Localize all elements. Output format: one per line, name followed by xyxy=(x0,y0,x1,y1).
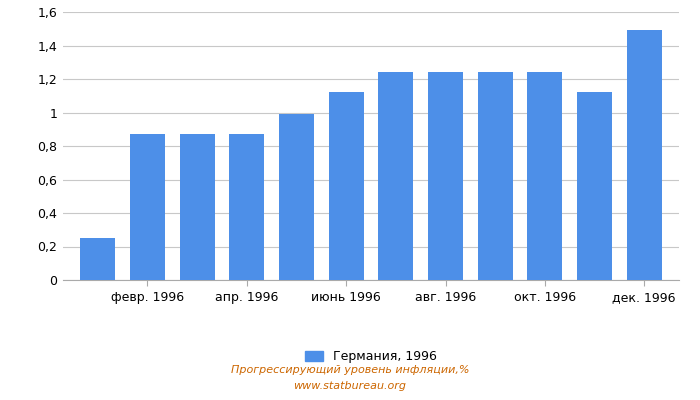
Bar xyxy=(528,72,562,280)
Legend: Германия, 1996: Германия, 1996 xyxy=(300,345,442,368)
Bar xyxy=(80,238,116,280)
Bar xyxy=(180,134,214,280)
Bar xyxy=(230,134,264,280)
Bar xyxy=(329,92,363,280)
Bar xyxy=(130,134,164,280)
Bar xyxy=(279,114,314,280)
Bar xyxy=(428,72,463,280)
Bar xyxy=(578,92,612,280)
Text: www.statbureau.org: www.statbureau.org xyxy=(293,381,407,391)
Bar xyxy=(478,72,512,280)
Text: Прогрессирующий уровень инфляции,%: Прогрессирующий уровень инфляции,% xyxy=(231,365,469,375)
Bar xyxy=(379,72,413,280)
Bar xyxy=(626,30,662,280)
